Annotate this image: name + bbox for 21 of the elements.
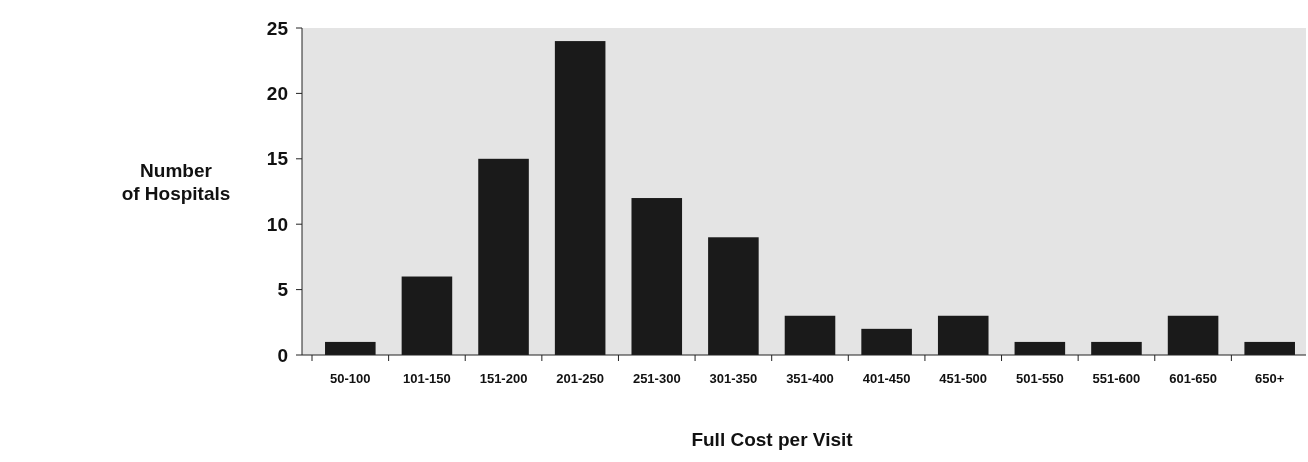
y-axis-title: Number of Hospitals [121, 160, 231, 204]
x-tick-label: 351-400 [786, 371, 834, 386]
x-tick-label: 151-200 [479, 371, 528, 386]
x-tick-label: 650+ [1255, 371, 1285, 386]
y-tick-label: 25 [266, 17, 289, 39]
x-tick-label: 50-100 [330, 371, 371, 386]
x-axis-title: Full Cost per Visit [691, 429, 854, 450]
x-tick-label: 201-250 [556, 371, 605, 386]
y-tick-label: 0 [277, 344, 288, 366]
y-tick-label: 5 [277, 279, 289, 301]
x-tick-label: 301-350 [709, 371, 758, 386]
x-tick-label: 551-600 [1092, 371, 1141, 386]
y-tick-label: 15 [266, 148, 289, 170]
y-tick-label: 10 [266, 213, 288, 235]
x-tick-label: 451-500 [939, 371, 988, 386]
x-tick-label: 101-150 [403, 371, 451, 386]
x-tick-label: 401-450 [862, 371, 911, 386]
x-tick-label: 251-300 [632, 371, 681, 386]
y-tick-label: 20 [266, 83, 288, 105]
x-tick-label: 501-550 [1015, 371, 1064, 386]
x-tick-label: 601-650 [1169, 371, 1217, 386]
